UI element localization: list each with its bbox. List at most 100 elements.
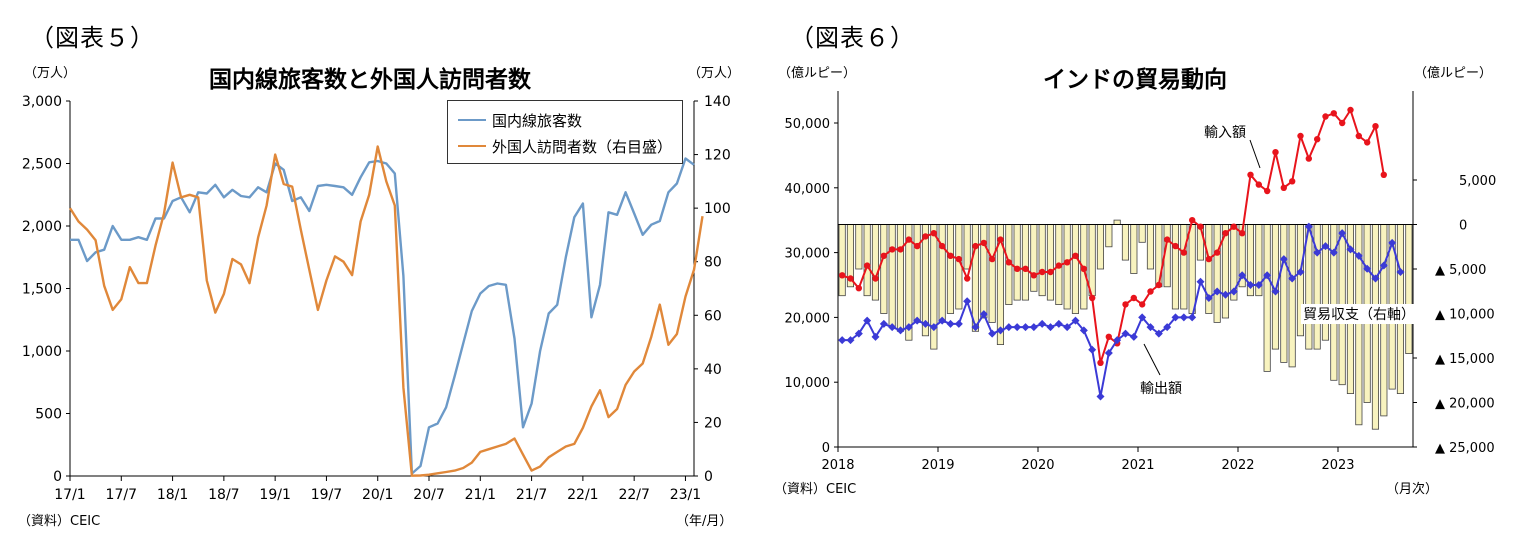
imports-leader-line xyxy=(1249,139,1261,169)
y-left-tick-label: 10,000 xyxy=(785,376,831,391)
x-tick-label: 23/1 xyxy=(670,487,701,503)
exports-point xyxy=(1171,313,1180,322)
legend-item-domestic: 国内線旅客数 xyxy=(458,107,672,133)
figure-5-x-unit: （年/月） xyxy=(676,514,733,529)
y-left-tick-label: 500 xyxy=(35,407,62,423)
exports-point xyxy=(1329,248,1338,257)
y-left-tick-label: 1,000 xyxy=(22,344,62,360)
imports-point xyxy=(1197,223,1204,230)
imports-point xyxy=(1214,249,1221,256)
x-tick-label: 22/1 xyxy=(567,487,598,503)
trade-balance-bar xyxy=(1138,224,1146,243)
y-left-tick-label: 3,000 xyxy=(22,94,62,110)
trade-balance-bar xyxy=(1146,224,1154,270)
exports-point xyxy=(946,319,955,328)
exports-point xyxy=(1179,313,1188,322)
figure-5-panel: （図表５） 国内線旅客数と外国人訪問者数 （万人） （万人） 0 500 1,000… xyxy=(0,0,760,548)
imports-point xyxy=(1380,171,1387,178)
exports-point xyxy=(1163,323,1172,332)
imports-point xyxy=(872,275,879,282)
legend-label-domestic: 国内線旅客数 xyxy=(492,111,583,130)
y-right-tick-label: 80 xyxy=(704,255,722,271)
exports-point xyxy=(1213,287,1222,296)
exports-point xyxy=(1363,264,1372,273)
legend-swatch-visitors xyxy=(458,145,486,147)
exports-point xyxy=(971,323,980,332)
exports-point xyxy=(1204,293,1213,302)
x-tick-label: 20/1 xyxy=(362,487,393,503)
y-right-tick-label: 40 xyxy=(704,362,722,378)
exports-point xyxy=(1138,313,1147,322)
x-tick-label: 20/7 xyxy=(413,487,444,503)
imports-point xyxy=(1089,294,1096,302)
imports-point xyxy=(1280,184,1287,191)
y-right-tick-label: 100 xyxy=(704,201,731,217)
exports-point xyxy=(1079,326,1088,335)
imports-point xyxy=(1339,119,1346,127)
imports-point xyxy=(1305,155,1312,162)
exports-point xyxy=(1221,290,1230,299)
trade-balance-bar xyxy=(1013,224,1021,301)
exports-point xyxy=(1129,332,1138,341)
exports-point xyxy=(1279,255,1288,264)
trade-balance-bar xyxy=(946,224,955,314)
imports-point xyxy=(930,230,937,237)
trade-balance-bar xyxy=(1046,224,1054,301)
exports-point xyxy=(863,316,872,325)
y-right-tick-label: 20 xyxy=(704,415,722,431)
imports-point xyxy=(1005,259,1012,266)
exports-point xyxy=(1246,281,1255,289)
imports-point xyxy=(955,255,962,263)
annotation-imports: 輸入額 xyxy=(1202,122,1248,142)
imports-point xyxy=(1205,255,1212,263)
imports-point xyxy=(972,242,979,250)
figure-5-label: （図表５） xyxy=(30,24,155,52)
legend-item-visitors: 外国人訪問者数（右目盛） xyxy=(458,133,672,159)
imports-point xyxy=(1055,262,1062,269)
x-tick-label: 18/7 xyxy=(208,487,239,503)
exports-point xyxy=(888,323,897,332)
imports-point xyxy=(1147,288,1154,295)
imports-point xyxy=(1172,242,1179,250)
trade-balance-bar xyxy=(1213,224,1221,323)
trade-balance-bar xyxy=(1130,224,1138,274)
y-right-tick-label: 0 xyxy=(1459,219,1467,234)
figure-5-chart: 0 500 1,000 1,500 2,000 2,500 3,000 0 20 40 60 80 10… xyxy=(22,94,731,503)
imports-point xyxy=(1022,265,1029,272)
exports-point xyxy=(871,332,880,341)
x-tick-label: 2020 xyxy=(1021,458,1054,473)
x-tick-label: 2023 xyxy=(1321,458,1354,473)
imports-point xyxy=(864,262,871,269)
exports-point xyxy=(1229,287,1238,296)
exports-point xyxy=(1121,329,1130,338)
trade-balance-bar xyxy=(1088,224,1096,297)
y-left-tick-label: 0 xyxy=(53,469,62,485)
exports-point xyxy=(1154,329,1163,338)
trade-balance-bar xyxy=(913,224,921,323)
imports-point xyxy=(1105,333,1112,340)
exports-point xyxy=(954,319,963,328)
y-right-tick-label: ▲ 15,000 xyxy=(1435,352,1495,367)
annotation-balance: 貿易収支（右軸） xyxy=(1301,304,1417,324)
exports-point xyxy=(996,326,1005,335)
exports-point xyxy=(1321,242,1330,251)
figure-5-right-unit: （万人） xyxy=(688,66,741,81)
imports-point xyxy=(847,275,854,282)
imports-point xyxy=(989,255,996,263)
exports-point xyxy=(988,329,997,338)
figure-5-source: （資料）CEIC xyxy=(18,514,101,529)
figure-6-label: （図表６） xyxy=(790,24,915,52)
trade-balance-bar xyxy=(838,224,846,297)
y-left-tick-label: 0 xyxy=(822,441,830,456)
legend-label-visitors: 外国人訪問者数（右目盛） xyxy=(492,137,673,156)
exports-point xyxy=(1063,323,1072,332)
exports-point xyxy=(1371,274,1380,283)
trade-balance-bar xyxy=(988,224,996,323)
figure-6-panel: （図表６） インドの貿易動向 （億ルピー） （億ルピー） 0 10,000 20,0… xyxy=(760,0,1524,548)
imports-point xyxy=(1039,268,1046,276)
exports-point xyxy=(929,323,938,332)
imports-point xyxy=(1364,139,1371,146)
exports-point xyxy=(1013,323,1022,332)
x-tick-label: 17/7 xyxy=(106,487,137,503)
exports-point xyxy=(913,316,922,325)
